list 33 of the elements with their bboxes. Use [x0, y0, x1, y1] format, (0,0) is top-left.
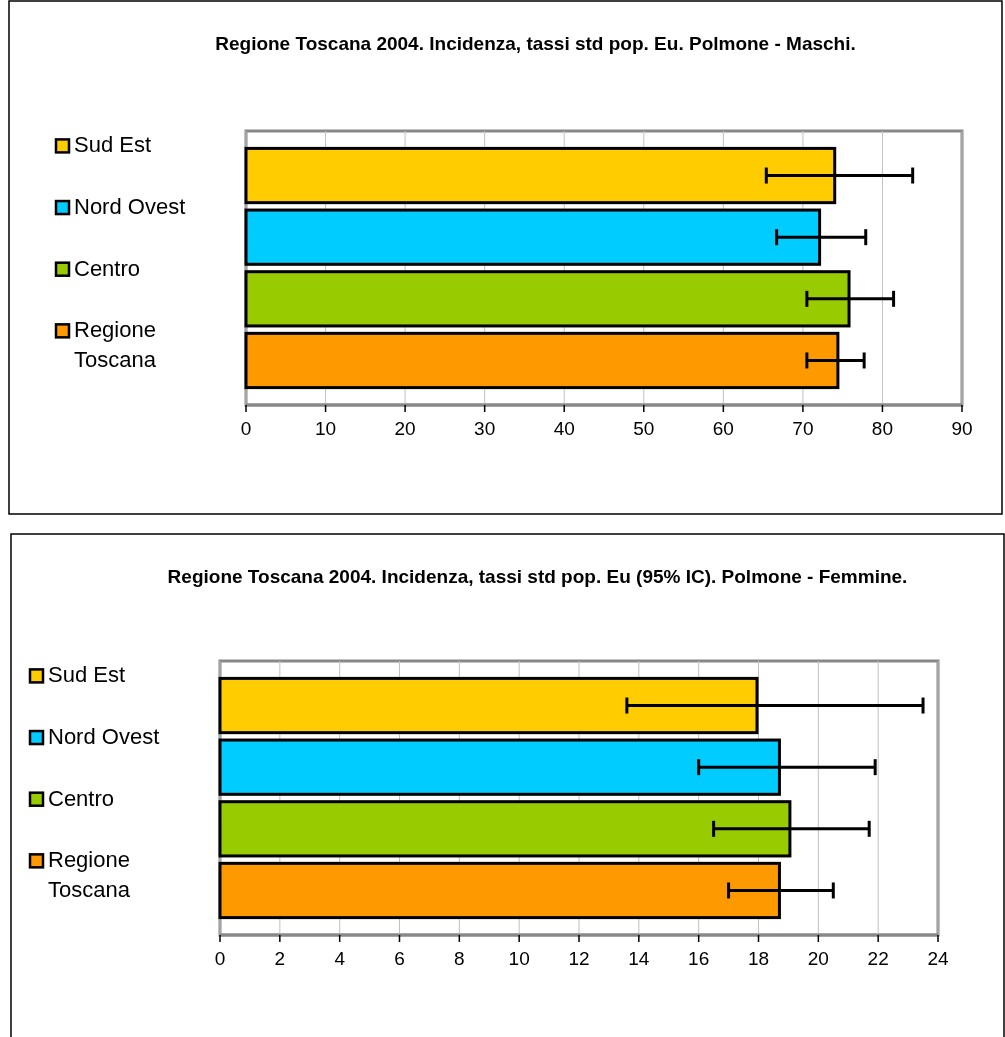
x-tick-label: 10	[314, 418, 337, 439]
legend-label: Regione Toscana	[48, 847, 131, 903]
legend-label: Sud Est	[48, 662, 126, 688]
legend-label: Regione Toscana	[74, 317, 157, 373]
x-tick-label: 50	[633, 418, 655, 439]
x-tick-label: 24	[927, 948, 949, 969]
x-tick-label: 20	[807, 948, 829, 969]
x-tick-label: 4	[334, 948, 346, 969]
legend-label: Sud Est	[74, 132, 152, 158]
x-tick-label: 0	[214, 948, 226, 969]
x-tick-label: 30	[474, 418, 496, 439]
legend-label: Centro	[74, 255, 141, 281]
x-tick-label: 60	[712, 418, 734, 439]
x-tick-label: 70	[792, 418, 814, 439]
chart-title: Regione Toscana 2004. Incidenza, tassi std pop. Eu (95% IC). Polmone - Femmine.	[167, 566, 908, 587]
x-tick-label: 14	[628, 948, 650, 969]
x-tick-label: 12	[568, 948, 590, 969]
legend-label: Centro	[48, 785, 115, 811]
x-tick-label: 0	[240, 418, 252, 439]
x-tick-label: 10	[508, 948, 530, 969]
legend-label: Nord Ovest	[48, 724, 160, 750]
x-tick-label: 80	[871, 418, 894, 439]
legend-label: Nord Ovest	[74, 194, 186, 220]
x-tick-label: 20	[394, 418, 416, 439]
x-tick-label: 2	[274, 948, 286, 969]
chart-title: Regione Toscana 2004. Incidenza, tassi std pop. Eu. Polmone - Maschi.	[215, 33, 856, 54]
x-tick-label: 18	[747, 948, 770, 969]
x-tick-label: 90	[951, 418, 973, 439]
x-tick-label: 16	[688, 948, 710, 969]
x-tick-label: 6	[394, 948, 405, 969]
x-tick-label: 22	[867, 948, 889, 969]
x-tick-label: 40	[553, 418, 575, 439]
x-tick-label: 8	[454, 948, 465, 969]
